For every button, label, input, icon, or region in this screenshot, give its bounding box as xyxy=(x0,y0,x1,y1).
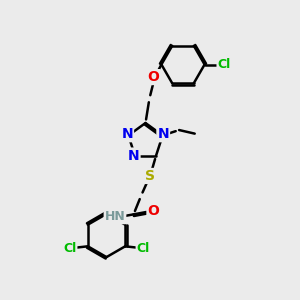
Text: HN: HN xyxy=(105,210,125,223)
Text: Cl: Cl xyxy=(63,242,76,255)
Text: O: O xyxy=(147,204,159,218)
Text: Cl: Cl xyxy=(218,58,231,71)
Text: N: N xyxy=(122,127,133,141)
Text: S: S xyxy=(145,169,155,183)
Text: N: N xyxy=(128,148,140,163)
Text: Cl: Cl xyxy=(136,242,150,255)
Text: O: O xyxy=(148,70,160,84)
Text: N: N xyxy=(158,127,169,141)
